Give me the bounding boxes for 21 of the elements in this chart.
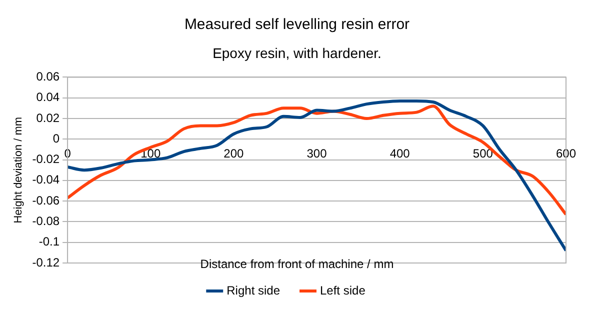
x-tick-label: 500 — [472, 146, 494, 161]
y-tick-label: 0.06 — [36, 70, 60, 84]
y-tick-label: -0.08 — [32, 214, 60, 228]
chart-title: Measured self levelling resin error — [183, 15, 411, 33]
x-tick-label: 300 — [306, 146, 328, 161]
y-tick-label: -0.1 — [38, 234, 60, 249]
x-axis-title: Distance from front of machine / mm — [200, 257, 394, 271]
y-tick-label: 0.02 — [36, 110, 60, 125]
y-axis-title: Height deviation / mm — [12, 116, 25, 224]
legend-label: Right side — [226, 283, 280, 298]
x-tick-label: 600 — [556, 146, 576, 161]
y-tick-label: -0.06 — [32, 193, 60, 208]
x-tick-label: 400 — [390, 146, 410, 161]
x-tick-label: 200 — [224, 146, 244, 161]
y-tick-label: 0.04 — [36, 90, 60, 104]
y-tick-label: -0.04 — [32, 172, 60, 187]
y-tick-label: -0.02 — [32, 152, 60, 166]
y-tick-label: -0.12 — [32, 255, 60, 270]
chart-subtitle: Epoxy resin, with hardener. — [212, 44, 382, 63]
y-tick-label: 0 — [52, 131, 60, 146]
legend-label: Left side — [320, 283, 366, 298]
